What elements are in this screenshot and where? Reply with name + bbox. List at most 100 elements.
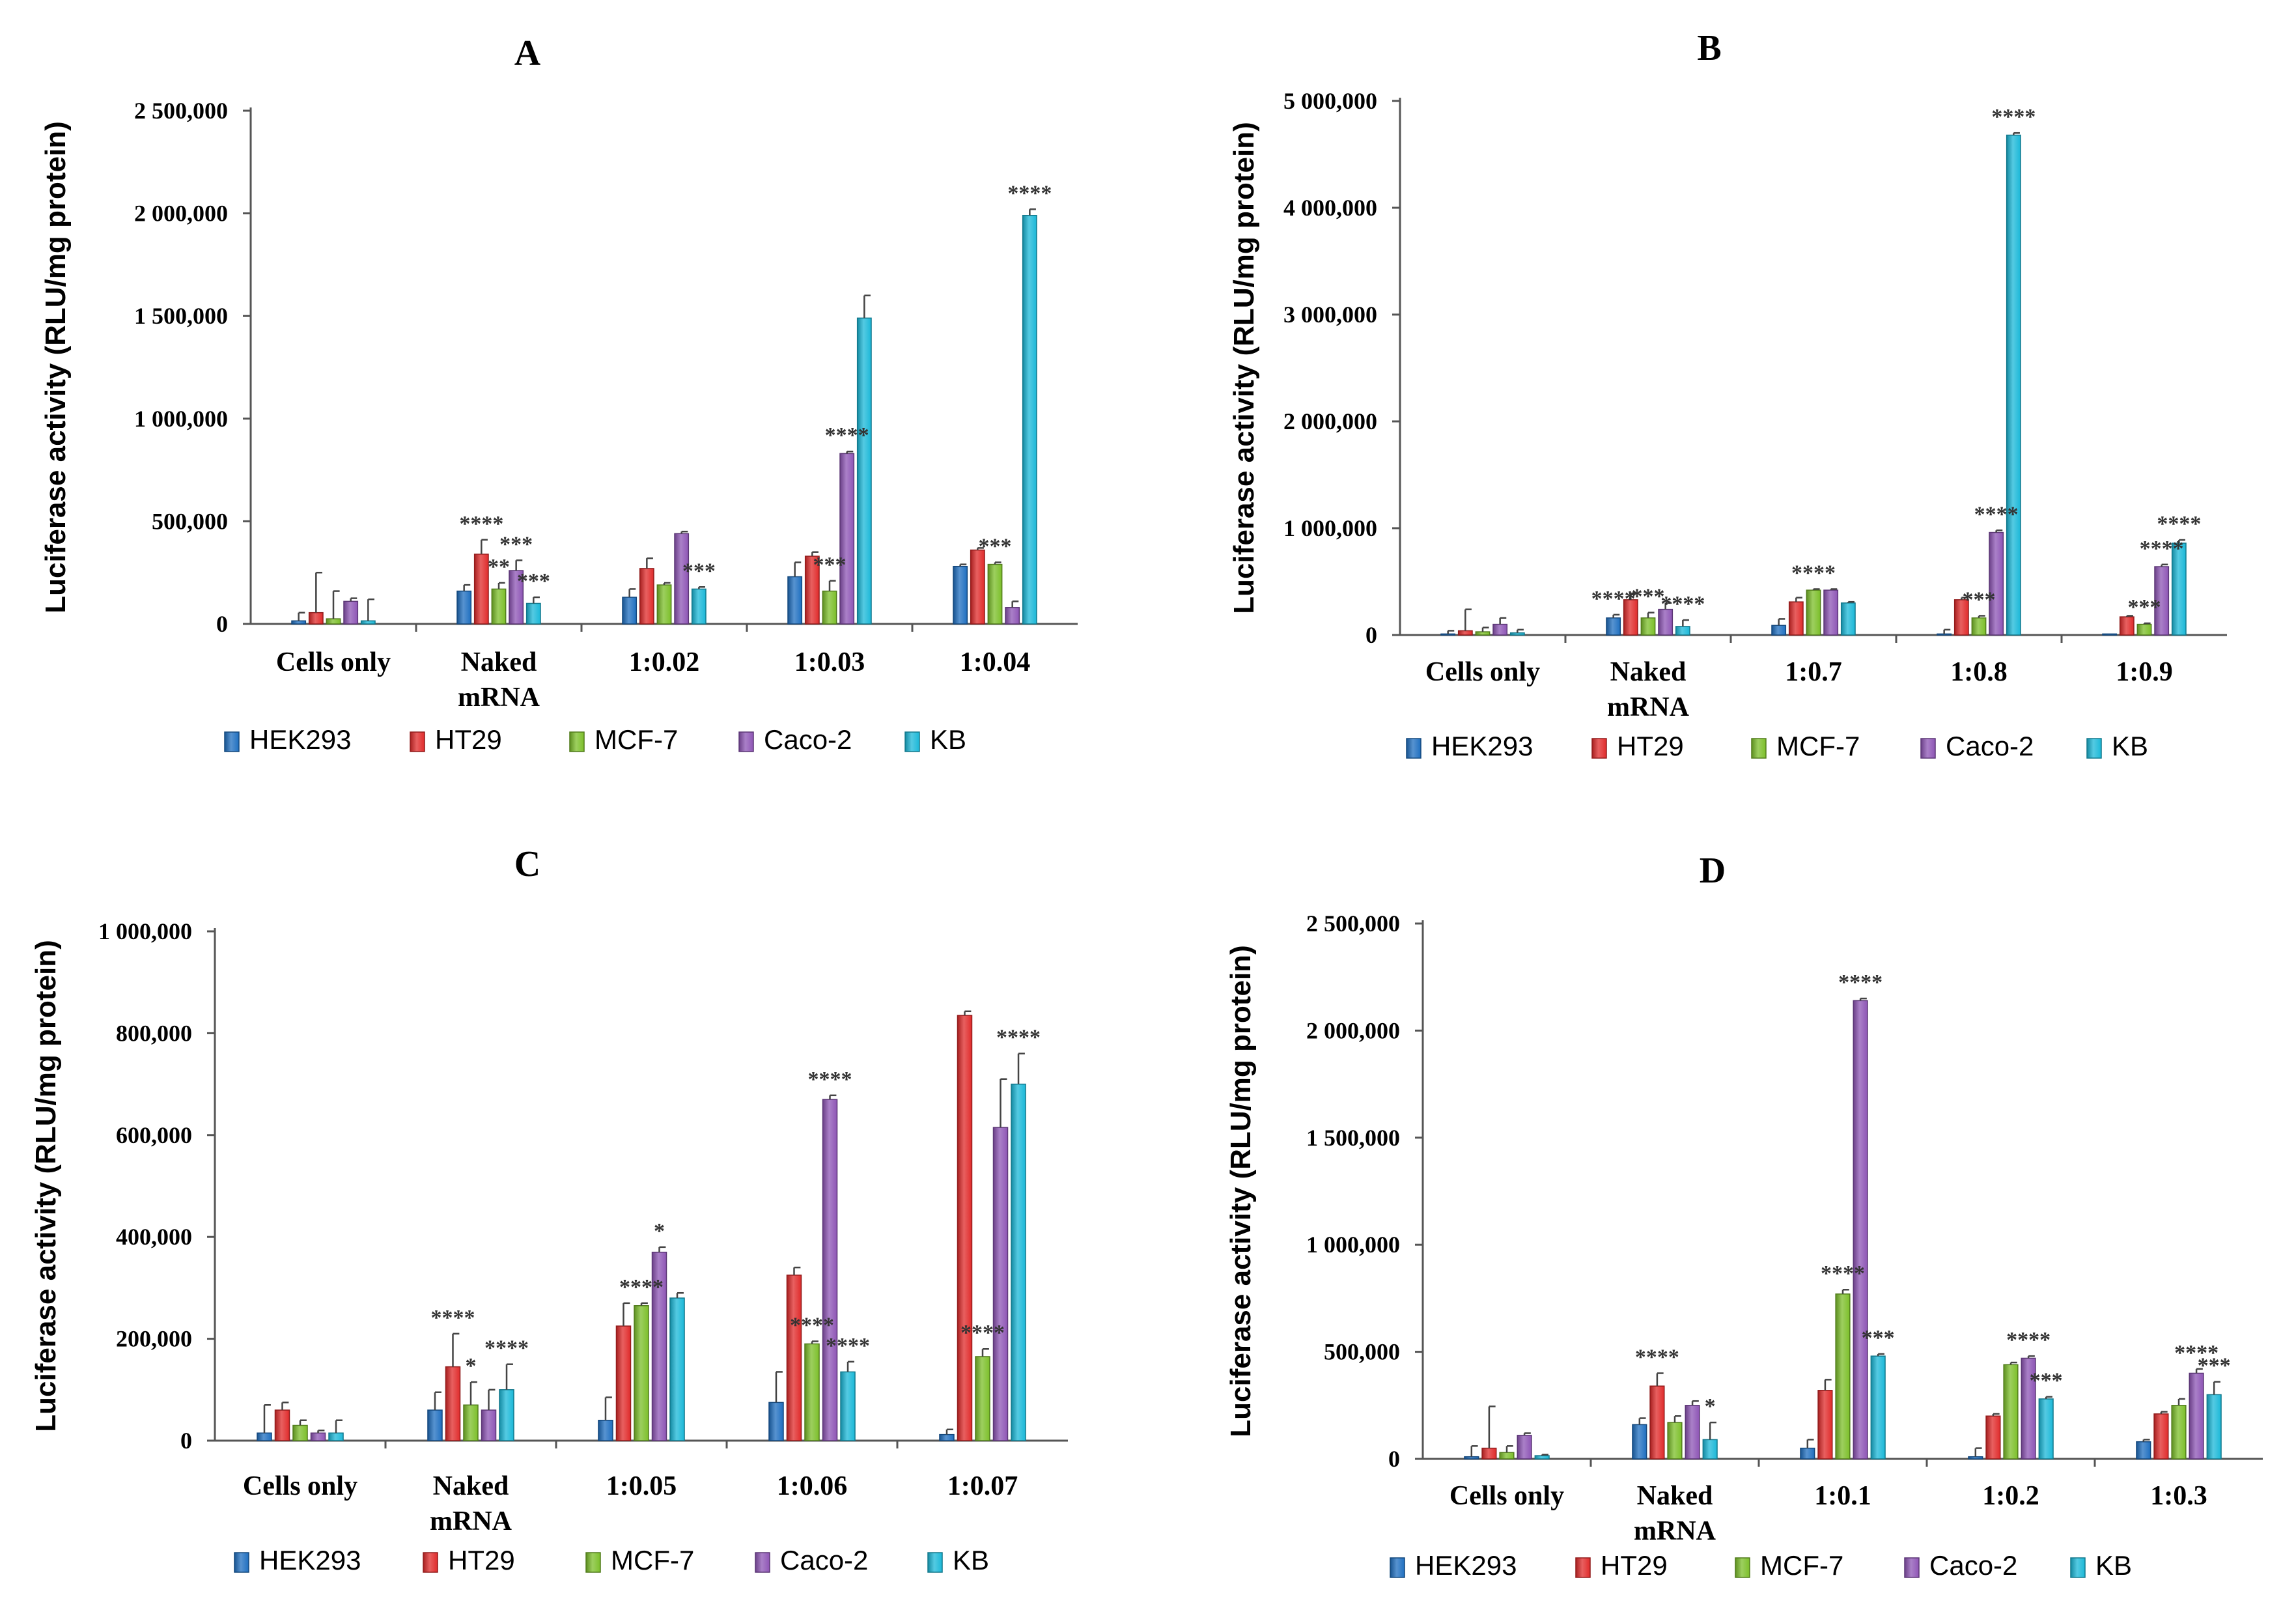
x-tick-label: 1:0.05 — [606, 1471, 677, 1501]
chart-panel-C: C Luciferase activity (RLU/mg protein) 0 20… — [30, 844, 1068, 1575]
chart-title: D — [1700, 851, 1726, 891]
x-tick-label-line: Cells only — [1449, 1481, 1564, 1511]
legend-label: HT29 — [448, 1545, 515, 1575]
y-tick-label: 1 000,000 — [1306, 1232, 1400, 1258]
bar-KB — [691, 588, 707, 625]
bar-KB — [1702, 1439, 1718, 1460]
bar-HEK293 — [598, 1419, 613, 1441]
y-tick-label: 2 500,000 — [1306, 910, 1400, 937]
bar-HT29 — [615, 1325, 632, 1441]
significance-marker: **** — [1635, 1345, 1679, 1369]
x-tick-label: 1:0.04 — [960, 647, 1031, 677]
significance-marker: *** — [813, 553, 847, 577]
significance-marker: **** — [1974, 502, 2019, 526]
bar-HT29 — [274, 1409, 290, 1441]
x-tick-label: Cells only — [243, 1471, 357, 1501]
bar-HT29 — [957, 1015, 973, 1441]
x-tick-label-line: Cells only — [243, 1471, 357, 1501]
bar-KB — [2038, 1398, 2054, 1460]
y-tick-label: 2 000,000 — [134, 201, 228, 227]
legend-label: HT29 — [1601, 1550, 1668, 1581]
bar-HT29 — [786, 1275, 802, 1441]
y-axis-label: Luciferase activity (RLU/mg protein) — [40, 121, 72, 613]
legend-swatch-KB — [927, 1552, 943, 1573]
bar-Caco-2 — [1823, 589, 1839, 636]
significance-marker: *** — [1862, 1326, 1895, 1350]
legend-swatch-MCF-7 — [569, 731, 585, 752]
bar-KB — [525, 602, 541, 625]
significance-marker: * — [1705, 1394, 1716, 1418]
bar-MCF-7 — [326, 618, 341, 625]
y-axis-label: Luciferase activity (RLU/mg protein) — [1228, 122, 1260, 614]
x-tick-label: 1:0.03 — [794, 647, 865, 677]
bar-MCF-7 — [1835, 1293, 1851, 1460]
bar-HEK293 — [953, 565, 968, 625]
bar-Caco-2 — [481, 1409, 497, 1441]
significance-marker: ** — [488, 555, 510, 579]
x-tick-label-line: 1:0.2 — [1982, 1481, 2039, 1511]
significance-marker: *** — [2198, 1354, 2231, 1378]
x-tick-label-line: Naked — [433, 1471, 509, 1501]
significance-marker: **** — [459, 512, 503, 536]
x-tick-label: Cells only — [1449, 1481, 1564, 1511]
x-tick-label: Naked mRNA — [1607, 657, 1690, 722]
legend-swatch-HEK293 — [234, 1552, 249, 1573]
bar-HEK293 — [2102, 633, 2118, 636]
bar-KB — [1534, 1455, 1550, 1460]
x-tick-label-line: 1:0.02 — [629, 647, 700, 677]
x-tick-label-line: 1:0.7 — [1785, 657, 1842, 687]
x-tick-label-line: 1:0.06 — [777, 1471, 848, 1501]
y-tick-label: 1 000,000 — [98, 918, 192, 944]
legend-swatch-Caco-2 — [1920, 738, 1936, 759]
bar-MCF-7 — [1475, 631, 1491, 636]
y-tick-label: 1 500,000 — [1306, 1125, 1400, 1151]
significance-marker: **** — [960, 1321, 1005, 1345]
bar-KB — [1509, 632, 1525, 636]
x-tick-label-line: mRNA — [458, 683, 540, 713]
significance-marker: *** — [2128, 595, 2161, 619]
legend-label: HT29 — [1617, 731, 1684, 761]
y-tick-label: 2 500,000 — [134, 98, 228, 124]
y-tick-label: 0 — [1388, 1446, 1400, 1472]
significance-marker: **** — [484, 1336, 529, 1361]
bar-KB — [1022, 215, 1037, 625]
bar-HT29 — [473, 554, 489, 625]
significance-marker: **** — [1791, 561, 1836, 585]
bar-MCF-7 — [1667, 1422, 1683, 1460]
significance-marker: * — [654, 1219, 665, 1243]
bar-HT29 — [1481, 1447, 1497, 1460]
x-tick-label-line: 1:0.8 — [1950, 657, 2008, 687]
bar-KB — [1870, 1355, 1886, 1460]
legend-swatch-MCF-7 — [585, 1552, 601, 1573]
significance-marker: **** — [430, 1306, 475, 1330]
x-tick-label-line: 1:0.03 — [794, 647, 865, 677]
bar-MCF-7 — [804, 1343, 820, 1441]
bar-MCF-7 — [822, 590, 837, 625]
x-tick-label: Naked mRNA — [1634, 1481, 1716, 1546]
bar-KB — [1011, 1083, 1026, 1441]
significance-marker: **** — [1838, 970, 1883, 995]
y-tick-label: 1 000,000 — [134, 406, 228, 432]
x-tick-label-line: 1:0.05 — [606, 1471, 677, 1501]
legend-label: Caco-2 — [1929, 1550, 2017, 1581]
chart-title: C — [514, 844, 540, 884]
legend-swatch-HT29 — [410, 731, 425, 752]
legend-label: MCF-7 — [1760, 1550, 1843, 1581]
x-tick-label: 1:0.7 — [1785, 657, 1842, 687]
significance-marker: *** — [682, 559, 716, 583]
x-tick-label: 1:0.9 — [2116, 657, 2173, 687]
significance-marker: *** — [517, 569, 550, 593]
legend-label: MCF-7 — [1776, 731, 1860, 761]
bar-Caco-2 — [822, 1099, 838, 1441]
y-tick-label: 1 000,000 — [1283, 515, 1377, 541]
significance-marker: **** — [2006, 1328, 2051, 1352]
bar-MCF-7 — [2136, 623, 2152, 636]
bar-HEK293 — [1606, 617, 1621, 636]
significance-marker: **** — [825, 423, 869, 447]
y-axis-label: Luciferase activity (RLU/mg protein) — [1225, 945, 1257, 1437]
y-tick-label: 800,000 — [116, 1020, 192, 1046]
bar-KB — [328, 1432, 344, 1441]
bar-HEK293 — [427, 1409, 443, 1441]
significance-marker: * — [466, 1354, 477, 1378]
x-tick-label-line: 1:0.1 — [1814, 1481, 1871, 1511]
